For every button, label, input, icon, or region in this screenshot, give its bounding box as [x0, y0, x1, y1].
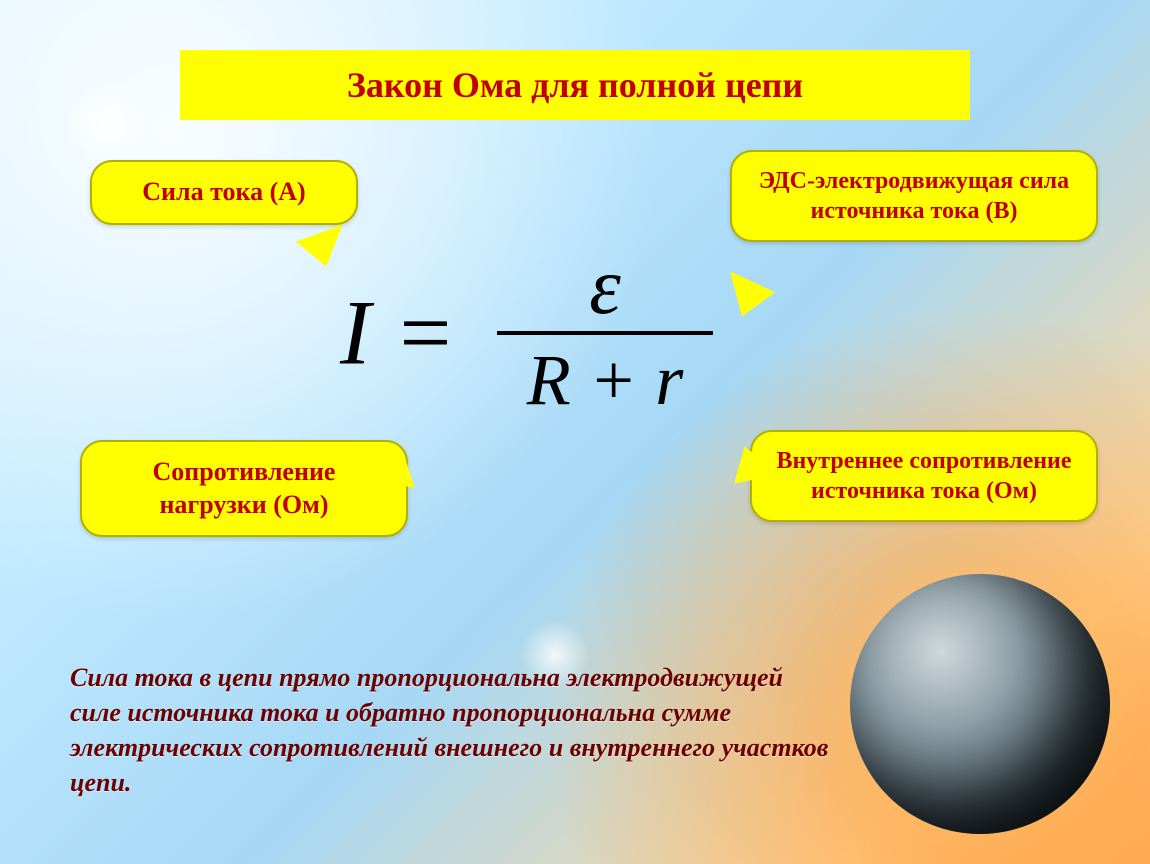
title-text: Закон Ома для полной цепи — [347, 64, 803, 106]
formula: I = ε R + r — [340, 245, 810, 420]
formula-fraction: ε R + r — [497, 245, 714, 420]
summary-text: Сила тока в цепи прямо пропорциональна э… — [70, 660, 830, 800]
formula-numerator: ε — [497, 245, 714, 331]
lens-flare-1 — [60, 80, 150, 170]
formula-denominator: R + r — [497, 331, 714, 420]
formula-eq: = — [371, 282, 479, 384]
callout-load: Сопротивление нагрузки (Ом) — [80, 440, 408, 537]
callout-current: Сила тока (А) — [90, 160, 358, 225]
callout-current-text: Сила тока (А) — [142, 177, 305, 206]
title-bar: Закон Ома для полной цепи — [180, 50, 970, 120]
planet-graphic — [850, 574, 1110, 834]
callout-load-text: Сопротивление нагрузки (Ом) — [153, 457, 336, 519]
callout-internal-text: Внутреннее сопротивление источника тока … — [776, 448, 1071, 504]
callout-emf-text: ЭДС-электродвижущая сила источника тока … — [759, 168, 1069, 224]
callout-emf: ЭДС-электродвижущая сила источника тока … — [730, 150, 1098, 242]
slide-stage: Закон Ома для полной цепи I = ε R + r Си… — [0, 0, 1150, 864]
formula-lhs: I — [340, 282, 371, 384]
callout-internal: Внутреннее сопротивление источника тока … — [750, 430, 1098, 522]
